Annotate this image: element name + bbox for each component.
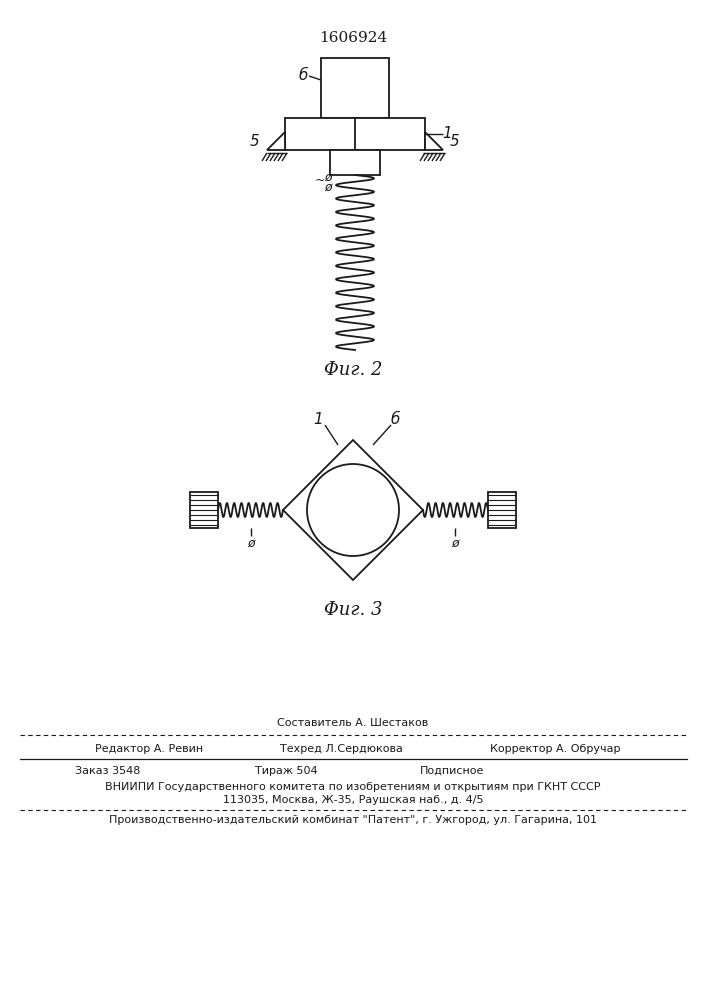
Text: Подписное: Подписное bbox=[420, 766, 484, 776]
Text: ø: ø bbox=[325, 180, 332, 194]
Text: Техред Л.Сердюкова: Техред Л.Сердюкова bbox=[280, 744, 403, 754]
Text: б: б bbox=[298, 68, 308, 84]
Text: б: б bbox=[390, 412, 399, 428]
Text: ~: ~ bbox=[315, 174, 325, 186]
Text: ВНИИПИ Государственного комитета по изобретениям и открытиям при ГКНТ СССР: ВНИИПИ Государственного комитета по изоб… bbox=[105, 782, 601, 792]
Text: Заказ 3548: Заказ 3548 bbox=[75, 766, 141, 776]
Polygon shape bbox=[425, 132, 443, 150]
Text: Корректор А. Обручар: Корректор А. Обручар bbox=[490, 744, 621, 754]
Bar bbox=[488, 492, 516, 528]
Text: Тираж 504: Тираж 504 bbox=[255, 766, 317, 776]
Text: 5: 5 bbox=[450, 134, 460, 149]
Text: Производственно-издательский комбинат "Патент", г. Ужгород, ул. Гагарина, 101: Производственно-издательский комбинат "П… bbox=[109, 815, 597, 825]
Text: 1: 1 bbox=[442, 126, 452, 141]
Text: ø: ø bbox=[325, 170, 332, 184]
Text: ø: ø bbox=[451, 536, 459, 550]
Polygon shape bbox=[267, 132, 285, 150]
Text: Φиг. 3: Φиг. 3 bbox=[324, 601, 382, 619]
Text: Составитель А. Шестаков: Составитель А. Шестаков bbox=[277, 718, 428, 728]
Bar bbox=[321, 58, 389, 118]
Bar bbox=[330, 150, 380, 175]
Text: 113035, Москва, Ж-35, Раушская наб., д. 4/5: 113035, Москва, Ж-35, Раушская наб., д. … bbox=[223, 795, 484, 805]
Circle shape bbox=[307, 464, 399, 556]
Text: Редактор А. Ревин: Редактор А. Ревин bbox=[95, 744, 203, 754]
Bar bbox=[190, 492, 218, 528]
Text: Φиг. 2: Φиг. 2 bbox=[324, 361, 382, 379]
Text: ø: ø bbox=[247, 536, 255, 550]
Text: 5: 5 bbox=[250, 134, 260, 149]
Text: 1606924: 1606924 bbox=[319, 31, 387, 45]
Text: 1: 1 bbox=[313, 412, 323, 428]
Polygon shape bbox=[283, 440, 423, 580]
Bar bbox=[285, 118, 425, 150]
